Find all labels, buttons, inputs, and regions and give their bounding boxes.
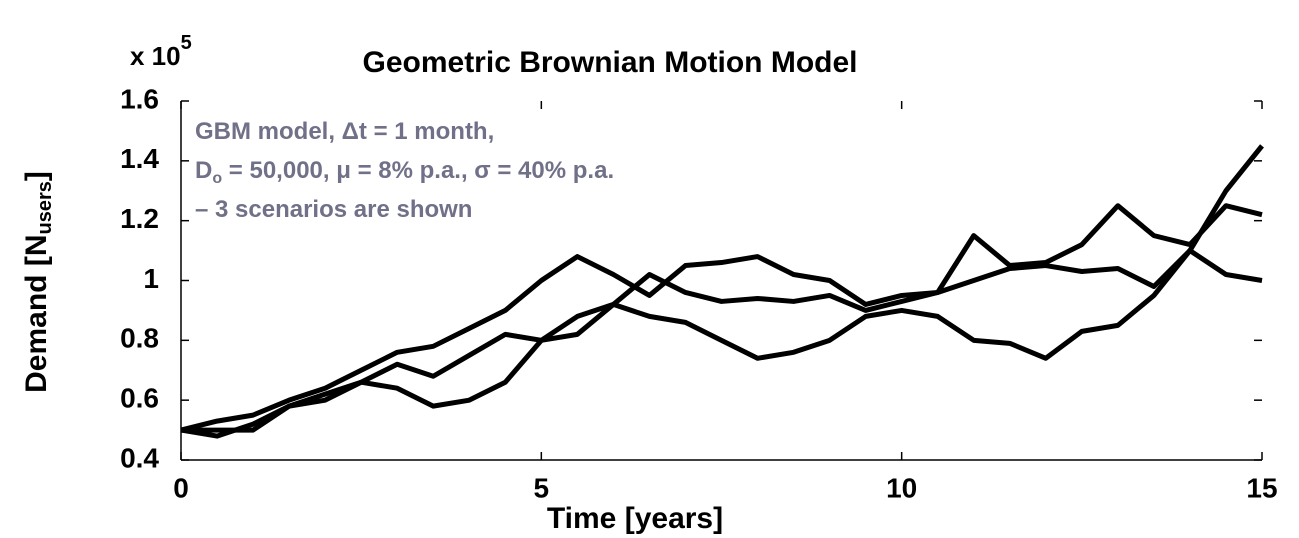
axis-multiplier: x 105 xyxy=(130,32,192,71)
y-axis-label: Demand [Nusers] xyxy=(20,171,56,393)
x-tick-label: 5 xyxy=(534,472,550,503)
y-tick-label: 1 xyxy=(143,263,159,294)
annotation-text: GBM model, Δt = 1 month, xyxy=(195,118,494,145)
multiplier-base: x 10 xyxy=(130,41,181,71)
y-tick-label: 1.2 xyxy=(120,203,159,234)
annotation: – 3 scenarios are shown xyxy=(195,196,472,223)
annotation-text: = 50,000, μ = 8% p.a., σ = 40% p.a. xyxy=(222,157,614,184)
annotation-subscript: o xyxy=(212,170,222,187)
y-tick-label: 0.4 xyxy=(120,442,159,473)
annotation-text: D xyxy=(195,157,212,184)
x-axis-label: Time [years] xyxy=(547,502,723,535)
y-tick-label: 0.6 xyxy=(120,383,159,414)
annotation: Do = 50,000, μ = 8% p.a., σ = 40% p.a. xyxy=(195,157,614,187)
y-label-end: ] xyxy=(20,171,53,181)
y-tick-label: 0.8 xyxy=(120,323,159,354)
x-tick-label: 0 xyxy=(173,472,189,503)
annotation: GBM model, Δt = 1 month, xyxy=(195,118,494,145)
series-line xyxy=(181,248,1263,433)
y-tick-label: 1.4 xyxy=(120,143,159,174)
x-tick-label: 10 xyxy=(886,472,917,503)
y-tick-label: 1.6 xyxy=(120,83,159,114)
x-tick-label: 15 xyxy=(1246,472,1277,503)
series-line xyxy=(180,203,1263,433)
annotation-text: – 3 scenarios are shown xyxy=(195,196,472,223)
y-label-sub: users xyxy=(34,181,56,234)
multiplier-exponent: 5 xyxy=(181,32,192,54)
chart-title: Geometric Brownian Motion Model xyxy=(362,46,857,79)
y-label-main: Demand [N xyxy=(20,235,53,393)
